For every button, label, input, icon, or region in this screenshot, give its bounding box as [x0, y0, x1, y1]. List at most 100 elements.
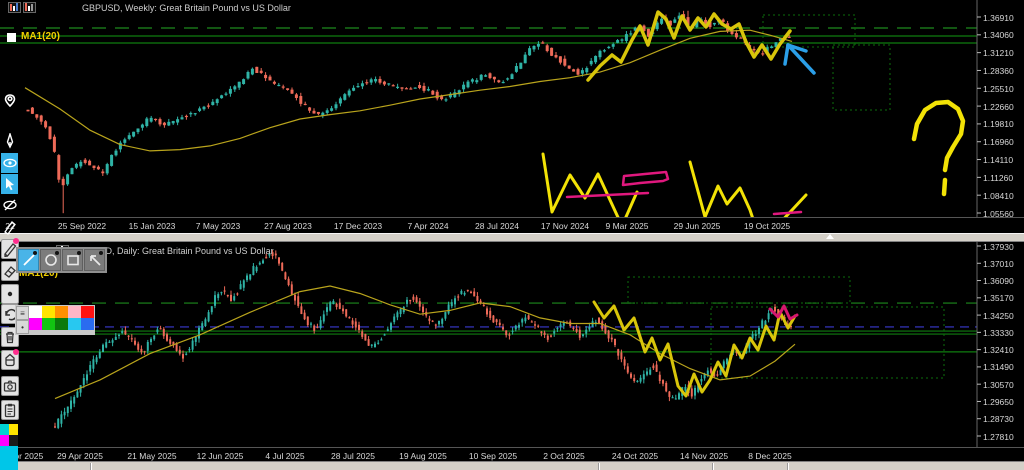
hide-ink-button[interactable]: [1, 195, 18, 215]
arrow-icon: [89, 255, 101, 266]
status-bar-separator: [90, 463, 92, 470]
price-axis-label: 1.32410: [983, 345, 1014, 356]
time-axis-label: 19 Oct 2025: [743, 221, 791, 231]
ma-line[interactable]: [54, 285, 796, 400]
eraser-icon: [4, 266, 16, 278]
palette-color-swatch[interactable]: [68, 318, 81, 330]
pencil-icon: [4, 243, 17, 257]
window-splitter[interactable]: [0, 233, 1024, 242]
color-palette: ≡ •: [15, 305, 95, 335]
line-icon: [22, 254, 35, 266]
dotted-selection-box[interactable]: [710, 306, 945, 379]
palette-color-swatch[interactable]: [81, 318, 94, 330]
yellow-peak-trace: [586, 10, 792, 82]
stroke-size-button[interactable]: [1, 284, 19, 304]
ellipse-shape-button[interactable]: [40, 249, 61, 271]
status-bar-separator: [712, 463, 714, 470]
price-axis-label: 1.29650: [983, 396, 1014, 407]
palette-color-swatch[interactable]: [42, 318, 55, 330]
chart-window-icons: [8, 2, 36, 13]
clear-button-button[interactable]: [1, 327, 19, 347]
time-axis-label: 21 May 2025: [127, 451, 177, 461]
dotted-selection-box[interactable]: [627, 276, 851, 304]
time-axis-label: 9 Mar 2025: [605, 221, 649, 231]
price-axis-label: 1.31490: [983, 362, 1014, 373]
magenta-top-mark: [768, 304, 799, 321]
price-axis-label: 1.08410: [983, 190, 1014, 201]
rectangle-shape-button[interactable]: [62, 249, 83, 271]
active-color-swatch[interactable]: [0, 446, 18, 470]
yellow-price-trace: [592, 300, 797, 398]
price-axis-label: 1.35170: [983, 293, 1014, 304]
time-axis-label: 4 Jul 2025: [265, 451, 305, 461]
color-swatch[interactable]: [0, 435, 9, 446]
status-bar-separator: [787, 463, 789, 470]
weekly-chart-title: GBPUSD, Weekly: Great Britain Pound vs U…: [82, 3, 291, 13]
bar-chart-icon[interactable]: [8, 2, 21, 13]
stroke-style-cell[interactable]: ≡: [16, 306, 29, 320]
yellow-zigzag-1: [541, 152, 639, 228]
palette-color-swatch[interactable]: [68, 306, 81, 318]
weekly-chart[interactable]: [0, 0, 981, 242]
time-axis-label: 2 Oct 2025: [543, 451, 585, 461]
palette-color-swatch[interactable]: [55, 318, 68, 330]
price-axis-label: 1.33330: [983, 327, 1014, 338]
pink-flag-outline: [621, 170, 670, 187]
splitter-arrow-icon[interactable]: [826, 234, 834, 239]
fill-tool-button[interactable]: [1, 349, 19, 370]
whiteboard-button-button[interactable]: [1, 400, 19, 420]
option-dot-icon: [55, 251, 59, 255]
time-axis-label: 22: [5, 221, 15, 231]
arrow-shape-button[interactable]: [84, 249, 105, 271]
palette-color-swatch[interactable]: [29, 306, 42, 318]
pen-tool-button[interactable]: [1, 238, 19, 259]
price-axis-label: 1.25510: [983, 83, 1014, 94]
dotted-selection-box[interactable]: [762, 14, 856, 48]
eraser-tool-button[interactable]: [1, 261, 19, 281]
daily-time-axis[interactable]: [0, 447, 1024, 463]
palette-color-swatch[interactable]: [29, 318, 42, 330]
price-axis-label: 1.31210: [983, 48, 1014, 59]
stroke-size-cell[interactable]: •: [16, 320, 29, 334]
draw-tool-button[interactable]: [1, 131, 18, 151]
line-shape-button[interactable]: [18, 249, 39, 271]
marker-icon: [3, 221, 16, 235]
time-axis-label: 28 Jul 2024: [475, 221, 519, 231]
daily-indicator-label: MA1(20): [19, 268, 58, 279]
price-axis-label: 1.34250: [983, 310, 1014, 321]
time-axis-label: 12 Jun 2025: [196, 451, 244, 461]
marker-tool-button[interactable]: [1, 217, 18, 237]
show-ink-button[interactable]: [1, 153, 18, 173]
dotted-selection-box[interactable]: [832, 44, 891, 111]
indicator-bullet: [7, 33, 16, 42]
price-axis-label: 1.34060: [983, 30, 1014, 41]
palette-color-swatch[interactable]: [55, 306, 68, 318]
daily-chart-title: GBPUSD, Daily: Great Britain Pound vs US…: [74, 246, 274, 256]
trash-icon: [6, 331, 14, 344]
clipboard-icon: [4, 403, 16, 418]
daily-chart[interactable]: [0, 240, 981, 447]
time-axis-label: 24 Oct 2025: [611, 451, 659, 461]
palette-color-swatch[interactable]: [81, 306, 94, 318]
blue-arrow-shaft: [786, 43, 816, 75]
candle-chart-icon[interactable]: [23, 2, 36, 13]
ma-line[interactable]: [24, 29, 793, 152]
weekly-time-axis[interactable]: [0, 217, 1024, 234]
color-swatch[interactable]: [9, 435, 18, 446]
circle-icon: [44, 254, 57, 266]
time-axis-label: 29 Jun 2025: [673, 221, 721, 231]
time-axis-label: 15 Jan 2023: [128, 221, 176, 231]
pointer-tool-button[interactable]: [1, 174, 18, 194]
color-swatch[interactable]: [9, 424, 18, 435]
pin-icon: [4, 94, 15, 108]
screenshot-button-button[interactable]: [1, 376, 19, 396]
price-axis-label: 1.22660: [983, 101, 1014, 112]
blue-arrow-barb-left: [783, 43, 790, 66]
price-axis-label: 1.37010: [983, 258, 1014, 269]
time-axis-label: 10 Sep 2025: [468, 451, 518, 461]
pen-anchor-button[interactable]: [1, 91, 18, 111]
color-swatch[interactable]: [0, 424, 9, 435]
palette-color-swatch[interactable]: [42, 306, 55, 318]
undo-button-button[interactable]: [1, 304, 19, 324]
